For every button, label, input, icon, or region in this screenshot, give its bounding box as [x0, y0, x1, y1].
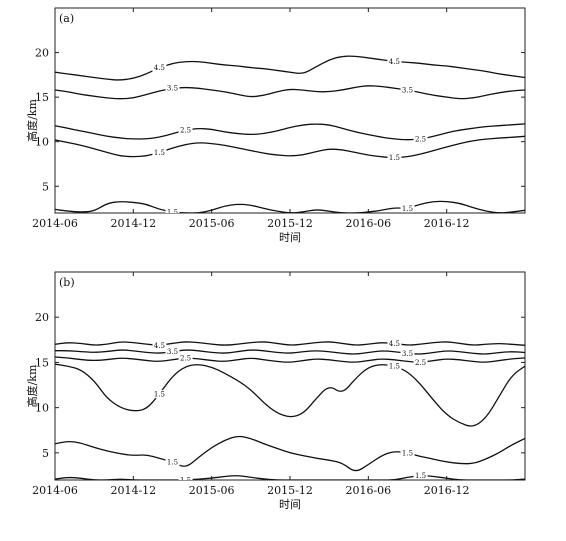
contour-label-background	[165, 457, 180, 466]
contour-1.5	[55, 135, 525, 159]
y-tick-label: 15	[35, 356, 49, 369]
x-tick-label: 2014-06	[32, 217, 78, 230]
x-tick-label: 2014-12	[110, 217, 156, 230]
contour-label-background	[178, 126, 193, 135]
contour-label-background	[413, 358, 428, 367]
plot-frame	[54, 271, 526, 481]
contour-label: 1.5	[402, 449, 413, 457]
contour-1.5	[55, 363, 525, 427]
contour-2.5	[55, 123, 525, 141]
contour-label-background	[413, 471, 428, 480]
contour-label-background	[400, 86, 415, 94]
contour-label-background	[152, 341, 167, 350]
contour-label-background	[387, 339, 402, 348]
contour-label: 3.5	[167, 85, 178, 93]
contour-label-background	[165, 208, 180, 213]
contour-label: 2.5	[180, 127, 191, 135]
contour-1.5-low	[55, 435, 525, 472]
contour-label: 4.5	[154, 64, 165, 72]
contour-label-background	[165, 347, 180, 356]
contour-label: 4.5	[154, 342, 165, 350]
x-tick-label: 2016-12	[424, 217, 470, 230]
y-tick-label: 20	[35, 311, 49, 324]
contour-label: 4.5	[389, 58, 400, 66]
y-tick-label: 5	[42, 180, 49, 193]
contour-label-background	[400, 204, 415, 213]
contour-label-background	[152, 148, 167, 157]
contour-label: 1.5	[167, 209, 178, 217]
contour-4.5	[55, 341, 525, 346]
x-tick-label: 2014-06	[32, 484, 78, 497]
contour-label: 4.5	[389, 340, 400, 348]
y-axis-label: 高度/km	[25, 99, 39, 142]
contour-4.5	[55, 55, 525, 81]
x-tick-label: 2015-06	[189, 217, 235, 230]
contour-2.5	[55, 356, 525, 363]
y-axis-label: 高度/km	[25, 364, 39, 407]
contour-3.5	[55, 85, 525, 100]
panel-b: (b) 2014-06 2014-12 2015-06 2015-12 2016-06 20…	[25, 271, 526, 511]
contour-label: 3.5	[402, 87, 413, 95]
contour-label: 1.5	[402, 205, 413, 213]
plot-frame	[54, 7, 526, 214]
contour-label: 1.5	[415, 472, 426, 480]
contour-label-background	[165, 84, 180, 93]
contour-label-background	[387, 57, 402, 66]
x-axis-label: 时间	[279, 231, 301, 244]
contour-label-background	[178, 353, 193, 362]
contour-label-background	[178, 476, 193, 480]
y-tick-label: 10	[35, 136, 49, 149]
contour-label-background	[152, 63, 167, 72]
x-axis-label: 时间	[279, 498, 301, 511]
contour-label: 3.5	[167, 348, 178, 356]
x-tick-label: 2016-06	[345, 217, 391, 230]
contour-label: 3.5	[402, 350, 413, 358]
contour-label: 2.5	[180, 354, 191, 362]
contour-label: 2.5	[415, 136, 426, 144]
contour-1.5-bottom	[55, 475, 525, 480]
x-tick-label: 2014-12	[110, 484, 156, 497]
contour-label-background	[400, 448, 415, 457]
contour-label: 1.5	[389, 363, 400, 371]
contour-label: 1.5	[167, 458, 178, 466]
contour-label: 1.5	[180, 477, 191, 485]
contour-label: 1.5	[389, 154, 400, 162]
x-tick-label: 2016-06	[345, 484, 391, 497]
contour-label-background	[400, 349, 415, 358]
y-tick-label: 10	[35, 402, 49, 415]
contour-label-background	[152, 390, 167, 399]
y-tick-label: 15	[35, 91, 49, 104]
contour-label: 2.5	[415, 359, 426, 367]
x-tick-label: 2015-06	[189, 484, 235, 497]
panel-label: (a)	[59, 12, 74, 25]
panel-label: (b)	[59, 276, 75, 289]
x-tick-label: 2015-12	[267, 217, 313, 230]
contour-label-background	[387, 362, 402, 371]
panel-a: (a) 2014-06 2014-12 2015-06 2015-12 2016-06 20…	[25, 7, 526, 244]
contour-label: 1.5	[154, 149, 165, 157]
x-tick-label: 2016-12	[424, 484, 470, 497]
contour-label: 1.5	[154, 391, 165, 399]
contour-1.5-low	[55, 200, 525, 213]
contour-label-background	[413, 135, 428, 144]
contour-3.5	[55, 349, 525, 355]
contour-label-background	[387, 153, 402, 162]
y-tick-label: 5	[42, 447, 49, 460]
x-tick-label: 2015-12	[267, 484, 313, 497]
y-tick-label: 20	[35, 47, 49, 60]
